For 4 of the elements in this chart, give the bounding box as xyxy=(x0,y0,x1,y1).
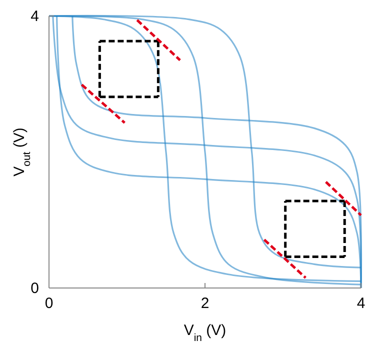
x-tick-label: 0 xyxy=(44,295,54,312)
x-tick-label: 4 xyxy=(356,295,366,312)
x-tick-label: 2 xyxy=(200,295,210,312)
x-axis-title: V$_{in}$ (V) xyxy=(184,322,226,344)
